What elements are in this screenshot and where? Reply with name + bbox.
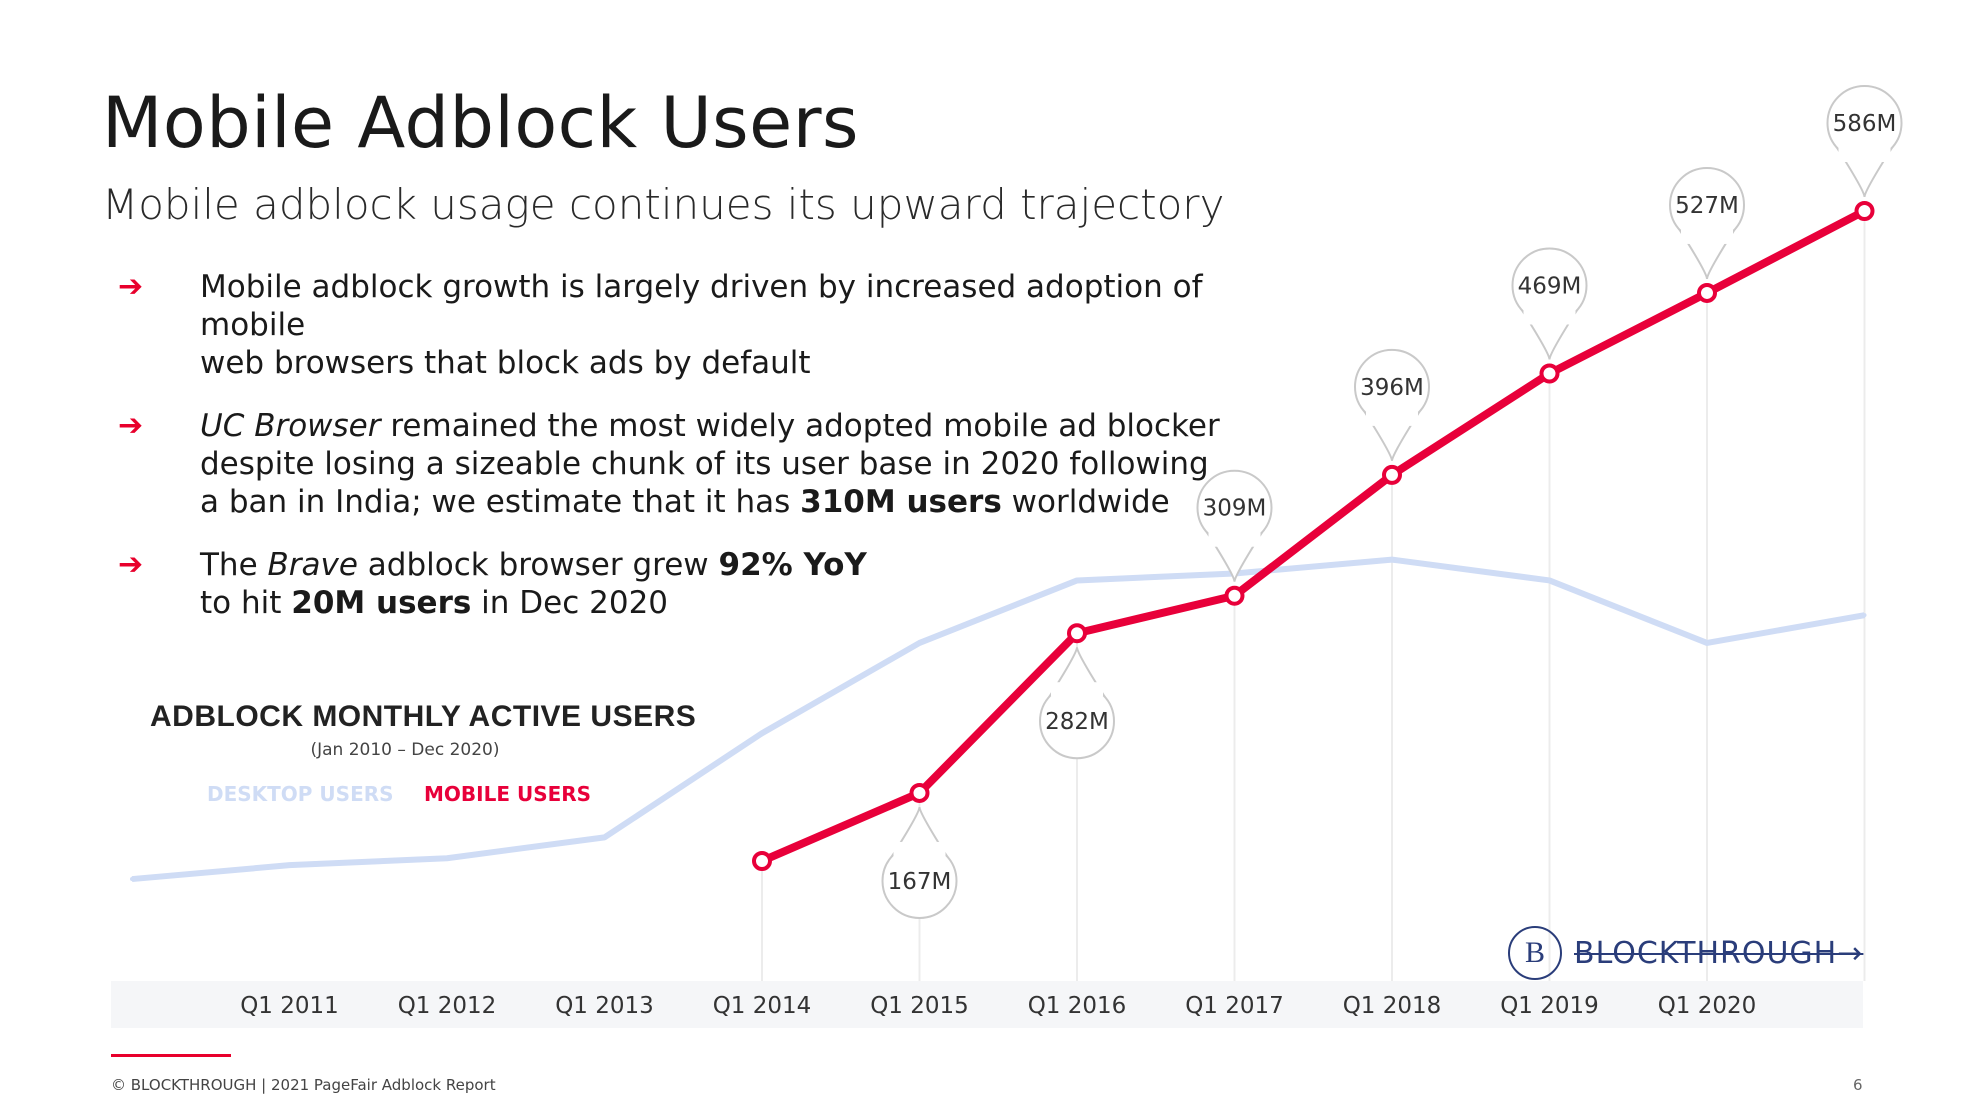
bullet-emphasis: UC Browser [200, 408, 381, 444]
x-tick-label: Q1 2016 [1028, 993, 1127, 1019]
x-tick-label: Q1 2013 [555, 993, 654, 1019]
data-point-desktop [287, 863, 292, 868]
page-title: Mobile Adblock Users [102, 82, 859, 164]
x-tick-label: Q1 2011 [240, 993, 339, 1019]
data-point-mobile [1067, 623, 1087, 644]
data-point-desktop [1390, 557, 1394, 562]
data-label: 309M [1203, 496, 1267, 522]
data-point-mobile [909, 782, 930, 803]
x-tick-label: Q1 2020 [1658, 993, 1757, 1019]
data-point-desktop [1075, 578, 1079, 583]
chart-subtitle: (Jan 2010 – Dec 2020) [310, 740, 500, 760]
bullet-item: ➔ Mobile adblock growth is largely drive… [118, 268, 1268, 382]
data-point-mobile [1224, 585, 1245, 606]
data-point-desktop [1862, 613, 1867, 618]
bullet-text: worldwide [1001, 484, 1170, 520]
bullet-text: in Dec 2020 [471, 585, 669, 621]
x-tick-label: Q1 2015 [870, 993, 969, 1019]
footer-text: © BLOCKTHROUGH | 2021 PageFair Adblock R… [111, 1076, 496, 1094]
bullet-emphasis: Brave [267, 547, 358, 583]
bullet-bold: 20M users [291, 585, 472, 621]
logo-mark-icon: B [1508, 926, 1562, 980]
bullet-list: ➔ Mobile adblock growth is largely drive… [118, 268, 1268, 647]
bullet-text: The [200, 547, 268, 583]
bullet-bold: 92% YoY [718, 547, 867, 583]
series-line-mobile [760, 207, 1867, 865]
bullet-text: adblock browser grew [357, 547, 719, 583]
legend-mobile: MOBILE USERS [424, 782, 592, 806]
data-point-mobile [1697, 282, 1717, 303]
blockthrough-logo: B BLOCKTHROUGH→ [1508, 926, 1863, 980]
legend-desktop: DESKTOP USERS [207, 782, 394, 806]
data-label: 167M [888, 869, 952, 895]
page-number: 6 [1853, 1076, 1863, 1094]
data-point-desktop [445, 856, 449, 861]
arrow-right-icon: ➔ [118, 547, 144, 582]
data-label: 527M [1675, 193, 1739, 219]
arrow-right-icon: ➔ [118, 269, 144, 304]
chart-title: ADBLOCK MONTHLY ACTIVE USERS [150, 700, 697, 733]
x-tick-label: Q1 2012 [398, 993, 497, 1019]
x-tick-label: Q1 2017 [1185, 993, 1284, 1019]
x-tick-label: Q1 2014 [713, 993, 812, 1019]
bullet-bold: 310M users [800, 484, 1002, 520]
data-point-mobile [752, 851, 772, 871]
bullet-text: Mobile adblock growth is largely driven … [200, 269, 1203, 343]
page-subtitle: Mobile adblock usage continues its upwar… [102, 180, 1225, 229]
data-label: 469M [1518, 274, 1582, 300]
bullet-text: web browsers that block ads by default [200, 345, 811, 381]
footer-divider [111, 1054, 231, 1057]
logo-wordmark: BLOCKTHROUGH→ [1574, 935, 1864, 971]
data-point-desktop [760, 731, 764, 736]
data-point-desktop [1547, 578, 1552, 583]
data-point-mobile [1854, 201, 1875, 221]
bullet-text: despite losing a sizeable chunk of its u… [200, 446, 1209, 482]
data-label: 282M [1045, 709, 1109, 735]
bullet-item: ➔ UC Browser remained the most widely ad… [118, 407, 1268, 521]
x-axis-band [111, 981, 1863, 1028]
data-label: 396M [1360, 375, 1424, 401]
data-point-mobile [1382, 464, 1402, 485]
data-point-desktop [1705, 640, 1709, 645]
bullet-text: a ban in India; we estimate that it has [200, 484, 801, 520]
data-label: 586M [1833, 111, 1897, 137]
x-tick-label: Q1 2019 [1500, 993, 1599, 1019]
bullet-text: to hit [200, 585, 292, 621]
data-point-desktop [602, 835, 607, 840]
series-line-desktop [131, 556, 1866, 883]
bullet-text: remained the most widely adopted mobile … [380, 408, 1220, 444]
data-point-desktop [130, 877, 134, 882]
x-tick-label: Q1 2018 [1343, 993, 1442, 1019]
arrow-right-icon: ➔ [118, 408, 144, 443]
data-point-mobile [1539, 363, 1560, 384]
bullet-item: ➔ The Brave adblock browser grew 92% YoY… [118, 546, 1268, 622]
data-point-desktop [917, 640, 922, 645]
